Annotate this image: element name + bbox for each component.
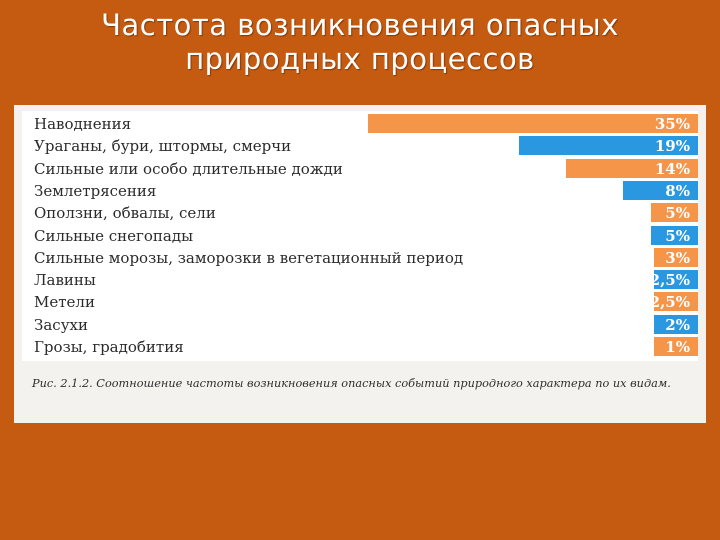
bar-row: Засухи 2%	[22, 314, 698, 336]
bar-value-label: 2,5%	[649, 271, 690, 290]
bar-row: Сильные морозы, заморозки в вегетационны…	[22, 247, 698, 269]
bar: 2%	[654, 314, 698, 334]
bar-value-label: 2,5%	[649, 293, 690, 312]
slide-title: Частота возникновения опасных природных …	[0, 8, 720, 76]
bar: 8%	[622, 180, 698, 200]
category-label: Грозы, градобития	[34, 338, 184, 356]
category-label: Ураганы, бури, штормы, смерчи	[34, 137, 292, 156]
category-label: Наводнения	[34, 115, 132, 133]
category-label: Метели	[34, 293, 95, 312]
bar: 5%	[650, 203, 698, 223]
bar: 2,5%	[650, 292, 698, 312]
bar: 14%	[566, 158, 698, 178]
category-label: Оползни, обвалы, сели	[34, 204, 216, 223]
bar-row: Оползни, обвалы, сели 5%	[22, 202, 698, 224]
bar-row: Наводнения 35%	[22, 113, 698, 135]
bar: 19%	[518, 136, 698, 156]
bar-value-label: 14%	[654, 159, 690, 178]
category-label: Сильные снегопады	[34, 226, 194, 245]
bar-row: Сильные или особо длительные дожди 14%	[22, 158, 698, 180]
bar: 2,5%	[650, 270, 698, 290]
bar-row: Метели 2,5%	[22, 291, 698, 313]
figure-caption: Рис. 2.1.2. Соотношение частоты возникно…	[32, 377, 671, 390]
bar-chart: Наводнения 35% Ураганы, бури, штормы, смер…	[22, 111, 698, 361]
category-label: Засухи	[34, 315, 88, 334]
slide-title-line-2: природных процессов	[185, 42, 535, 76]
bar-row: Лавины 2,5%	[22, 269, 698, 291]
bar: 1%	[654, 337, 698, 356]
bar-value-label: 35%	[654, 115, 690, 133]
bar-row: Сильные снегопады 5%	[22, 225, 698, 247]
bar-row: Грозы, градобития 1%	[22, 336, 698, 358]
bar-value-label: 2%	[665, 315, 690, 334]
category-label: Сильные или особо длительные дожди	[34, 159, 343, 178]
slide-title-line-1: Частота возникновения опасных	[101, 8, 619, 42]
category-label: Землетрясения	[34, 181, 157, 200]
bar-value-label: 8%	[665, 181, 690, 200]
bar-row: Ураганы, бури, штормы, смерчи 19%	[22, 135, 698, 157]
bar: 3%	[654, 247, 698, 267]
bar-value-label: 5%	[665, 204, 690, 223]
bar-row: Землетрясения 8%	[22, 180, 698, 202]
chart-figure: Наводнения 35% Ураганы, бури, штормы, смер…	[14, 105, 706, 423]
bar-value-label: 1%	[665, 338, 690, 356]
bar-value-label: 5%	[665, 226, 690, 245]
bar-value-label: 3%	[665, 248, 690, 267]
bar: 35%	[368, 114, 698, 133]
category-label: Сильные морозы, заморозки в вегетационны…	[34, 248, 464, 267]
bar: 5%	[650, 225, 698, 245]
bar-value-label: 19%	[654, 137, 690, 156]
category-label: Лавины	[34, 271, 96, 290]
